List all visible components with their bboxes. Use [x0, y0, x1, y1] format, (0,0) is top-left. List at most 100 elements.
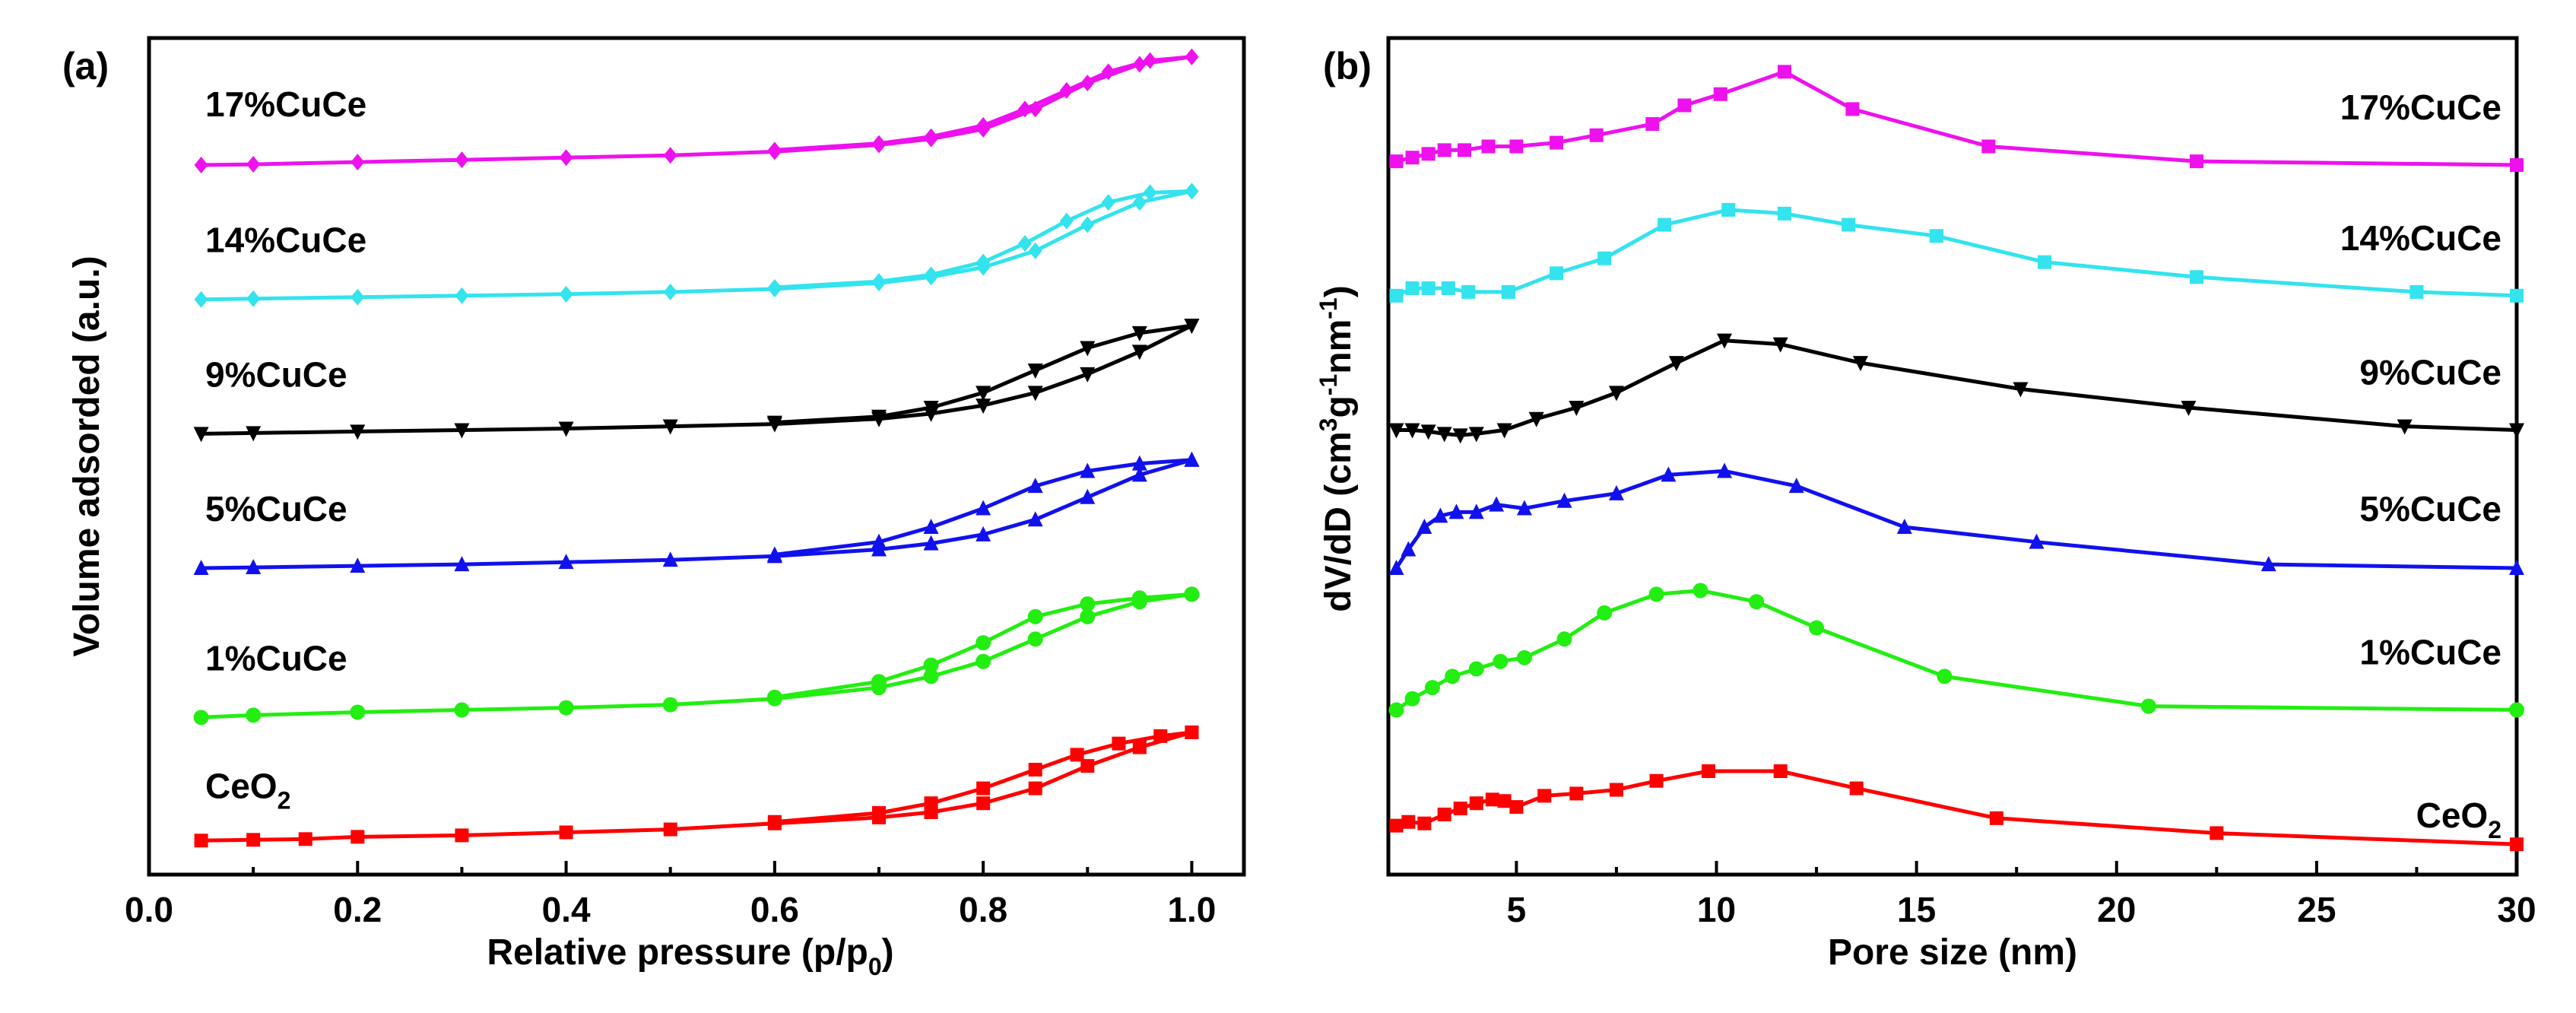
- panel-b-data-point: [1452, 428, 1468, 444]
- panel-a-data-point: [193, 427, 209, 443]
- panel-a-data-point: [454, 702, 470, 718]
- panel-a-data-point: [559, 825, 573, 840]
- panel-a-data-point: [923, 519, 939, 535]
- panel-b-data-point: [1749, 594, 1765, 610]
- panel-b-data-point: [1497, 794, 1512, 808]
- panel-a-data-point: [1153, 729, 1168, 743]
- panel-a-data-point: [662, 551, 678, 567]
- panel-b-data-point: [1929, 229, 1943, 243]
- panel-a-data-point: [1027, 608, 1043, 624]
- panel-b-series-group: [1388, 65, 2524, 852]
- panel-a-data-point: [663, 283, 677, 300]
- panel-b-data-point: [1845, 102, 1860, 116]
- panel-a-desorption-line: [774, 323, 1192, 425]
- panel-b-data-point: [1777, 206, 1791, 221]
- panel-a-series-14pct-cuce: [194, 183, 1199, 308]
- panel-b-data-point: [1401, 541, 1416, 557]
- panel-b-x-axis-title: Pore size (nm): [1828, 932, 2077, 973]
- panel-a-data-point: [767, 279, 782, 296]
- panel-b-data-point: [2509, 702, 2524, 718]
- panel-a-series-label: 9%CuCe: [205, 354, 347, 394]
- panel-b-series-label: 1%CuCe: [2359, 633, 2501, 672]
- panel-b-series-label: 9%CuCe: [2359, 352, 2501, 392]
- panel-b-data-point: [2190, 270, 2204, 284]
- panel-b-series-1pct-cuce: [1388, 583, 2524, 718]
- panel-b-data-point: [1608, 386, 1624, 402]
- panel-a-data-point: [923, 401, 939, 417]
- panel-a-data-point: [976, 635, 991, 651]
- panel-a-data-point: [1131, 455, 1147, 471]
- panel-a-label: (a): [62, 45, 109, 87]
- panel-b-distribution-line: [1395, 589, 2517, 712]
- panel-a-data-point: [1185, 725, 1199, 739]
- panel-a-data-point: [924, 266, 938, 284]
- panel-a-data-point: [1080, 608, 1096, 624]
- panel-a-data-point: [350, 424, 366, 440]
- panel-b-x-tick-label: 15: [1897, 890, 1936, 929]
- panel-b-series-label: 5%CuCe: [2359, 489, 2501, 529]
- panel-a-data-point: [1131, 466, 1147, 482]
- panel-a-data-point: [246, 426, 262, 442]
- panel-b-x-tick-label: 25: [2297, 890, 2336, 929]
- panel-a-adsorption-line: [201, 458, 1193, 570]
- panel-b-data-point: [1648, 586, 1664, 602]
- panel-a-data-point: [1131, 345, 1147, 360]
- panel-b-data-point: [1401, 815, 1416, 829]
- panel-a-data-point: [1070, 748, 1084, 762]
- panel-b-data-point: [1528, 411, 1544, 427]
- panel-a-data-point: [1018, 235, 1032, 252]
- panel-b-data-point: [1432, 507, 1448, 523]
- panel-a-x-tick-label: 0.4: [542, 890, 591, 929]
- panel-b-series-14pct-cuce: [1389, 202, 2524, 303]
- panel-b-series-9pct-cuce: [1388, 333, 2524, 444]
- panel-a-data-point: [1027, 363, 1043, 379]
- panel-b-data-point: [1516, 500, 1532, 516]
- panel-a-data-point: [1132, 740, 1147, 754]
- panel-a-data-point: [1018, 100, 1032, 118]
- panel-b-data-point: [1608, 484, 1624, 500]
- panel-b-frame: [1386, 36, 2519, 877]
- panel-b-data-point: [1417, 816, 1432, 830]
- panel-a-data-point: [351, 154, 365, 171]
- panel-a-data-point: [558, 700, 574, 716]
- panel-b-data-point: [1468, 661, 1484, 677]
- panel-b-data-point: [1493, 653, 1508, 669]
- panel-a-series-5pct-cuce: [193, 451, 1200, 576]
- panel-a-series-label: 17%CuCe: [205, 84, 366, 124]
- panel-a-data-point: [872, 135, 886, 152]
- panel-a-data-point: [976, 253, 991, 271]
- panel-b-data-point: [1420, 424, 1436, 440]
- panel-b-distribution-line: [1394, 468, 2517, 570]
- panel-a-data-point: [871, 533, 887, 549]
- panel-b-series-labels: CeO2 1%CuCe 5%CuCe 9%CuCe 14%CuCe 17%CuCe: [2340, 87, 2501, 843]
- panel-a-data-point: [1080, 367, 1096, 383]
- panel-b-data-point: [2181, 401, 2197, 417]
- panel-b-data-point: [1717, 462, 1733, 478]
- panel-a-y-axis-title: Volume adsorded (a.u.): [67, 256, 107, 656]
- panel-b-data-point: [1437, 143, 1451, 157]
- panel-b-data-point: [1421, 147, 1436, 161]
- panel-b-data-point: [1389, 154, 1404, 169]
- panel-a-x-tick-label: 1.0: [1167, 890, 1216, 929]
- panel-b-data-point: [2509, 560, 2524, 576]
- panel-b-data-point: [1569, 786, 1584, 801]
- panel-b-data-point: [1842, 218, 1856, 232]
- panel-b-data-point: [1404, 423, 1420, 439]
- panel-a-data-point: [766, 689, 782, 705]
- panel-b-data-point: [2038, 255, 2052, 269]
- panel-a-data-point: [766, 546, 782, 562]
- panel-a-data-point: [871, 409, 887, 425]
- panel-b-pore-size: (b) 5 10 15 20 25 30 CeO2 1%CuCe 5%CuCe 9%CuCe 14…: [1315, 36, 2536, 973]
- panel-b-data-point: [1589, 128, 1604, 142]
- panel-a-series-label: 1%CuCe: [205, 638, 347, 678]
- panel-a-data-point: [1132, 194, 1147, 211]
- panel-a-data-point: [1027, 511, 1043, 527]
- panel-b-series-5pct-cuce: [1388, 462, 2524, 576]
- panel-a-data-point: [1131, 590, 1147, 606]
- panel-a-data-point: [559, 149, 573, 167]
- panel-b-data-point: [2397, 419, 2413, 435]
- panel-b-x-tick-label: 10: [1697, 890, 1736, 929]
- panel-b-data-point: [1661, 466, 1677, 482]
- panel-b-data-point: [1453, 802, 1467, 816]
- panel-a-frame: [147, 36, 1246, 877]
